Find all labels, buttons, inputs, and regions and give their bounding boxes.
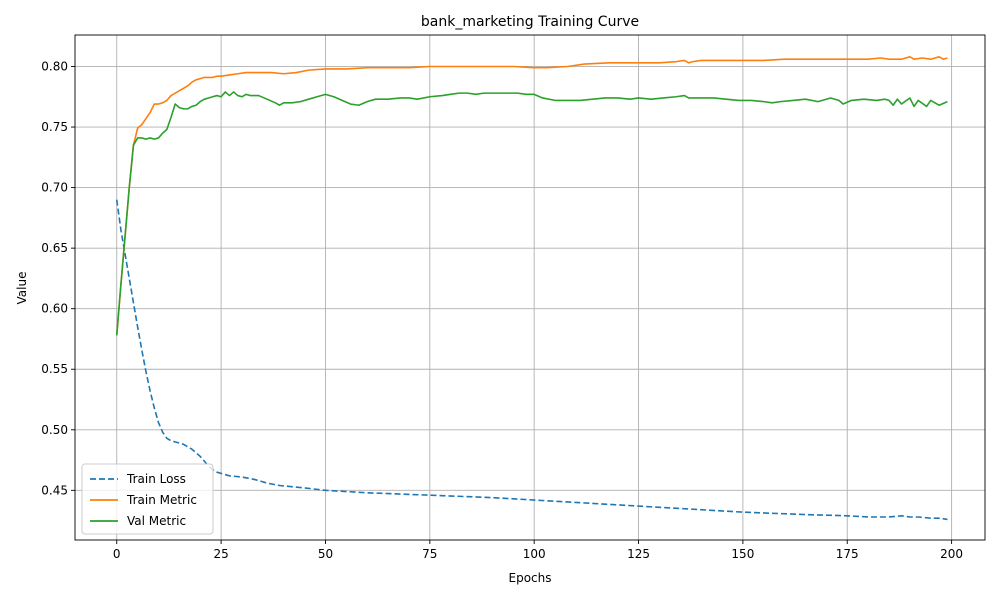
train-metric-line bbox=[115, 56, 948, 336]
grid bbox=[75, 35, 985, 540]
y-tick-label: 0.80 bbox=[41, 59, 68, 73]
y-tick-label: 0.45 bbox=[41, 483, 68, 497]
x-tick-label: 0 bbox=[113, 547, 121, 561]
y-tick-label: 0.75 bbox=[41, 120, 68, 134]
x-tick-label: 25 bbox=[213, 547, 228, 561]
x-tick-label: 150 bbox=[731, 547, 754, 561]
series-lines bbox=[115, 56, 948, 521]
y-tick-label: 0.60 bbox=[41, 302, 68, 316]
plot-area-frame bbox=[74, 34, 986, 541]
x-axis-label: Epochs bbox=[509, 571, 552, 585]
y-axis-ticks: 0.45 0.50 0.55 0.60 0.65 0.70 0.75 0.80 bbox=[41, 59, 75, 497]
legend-label-train-loss: Train Loss bbox=[126, 472, 186, 486]
x-tick-label: 200 bbox=[940, 547, 963, 561]
chart-title: bank_marketing Training Curve bbox=[421, 14, 639, 30]
x-tick-label: 125 bbox=[627, 547, 650, 561]
y-tick-label: 0.55 bbox=[41, 362, 68, 376]
train-loss-line bbox=[115, 199, 948, 521]
x-tick-label: 175 bbox=[836, 547, 859, 561]
legend-label-val-metric: Val Metric bbox=[127, 514, 186, 528]
x-tick-label: 50 bbox=[318, 547, 333, 561]
val-metric-line bbox=[115, 91, 948, 336]
x-tick-label: 75 bbox=[422, 547, 437, 561]
x-axis-ticks: 0 25 50 75 100 125 150 175 200 bbox=[113, 540, 963, 561]
y-tick-label: 0.50 bbox=[41, 423, 68, 437]
legend: Train Loss Train Metric Val Metric bbox=[81, 463, 214, 535]
legend-box bbox=[81, 463, 214, 535]
y-axis-label: Value bbox=[15, 272, 29, 305]
legend-label-train-metric: Train Metric bbox=[126, 493, 197, 507]
x-tick-label: 100 bbox=[523, 547, 546, 561]
y-tick-label: 0.65 bbox=[41, 241, 68, 255]
y-tick-label: 0.70 bbox=[41, 181, 68, 195]
